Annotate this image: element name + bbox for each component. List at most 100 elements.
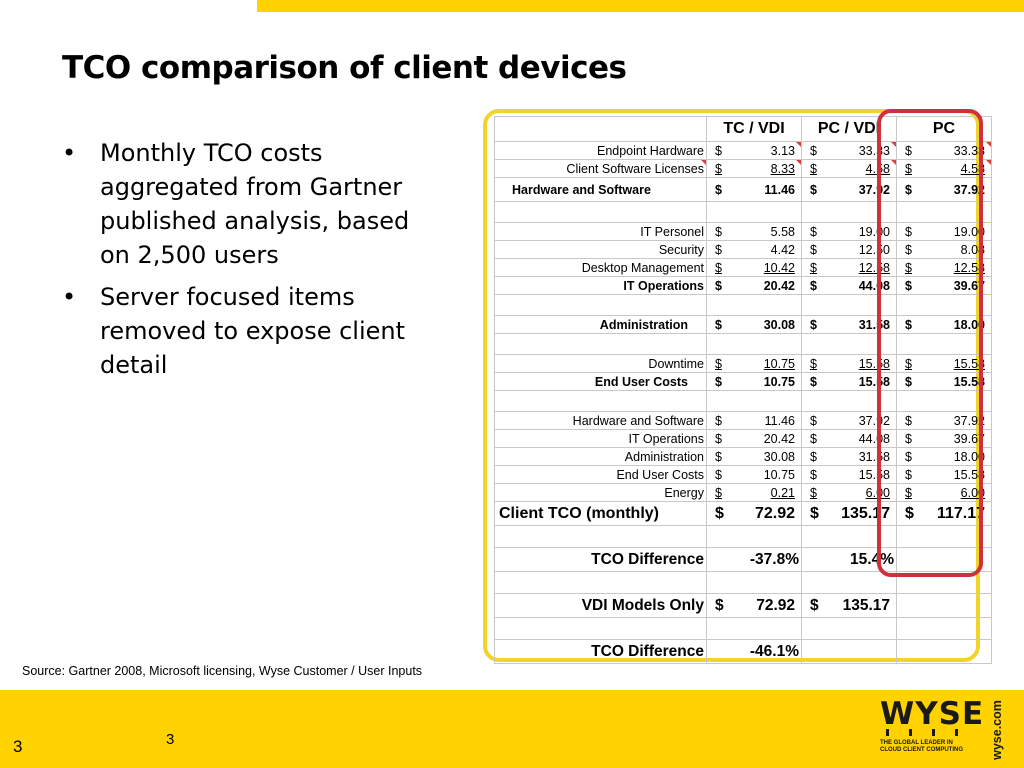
- currency: $: [905, 485, 912, 500]
- currency: $: [715, 260, 722, 275]
- cell-value: 15.58: [858, 356, 890, 371]
- currency: $: [810, 242, 817, 257]
- bullet-dot-icon: •: [62, 139, 77, 167]
- currency: $: [810, 374, 817, 389]
- currency: $: [905, 182, 912, 197]
- currency: $: [715, 485, 722, 500]
- row-label: Administration: [494, 447, 707, 466]
- bullet-text: Server focused items removed to expose c…: [100, 283, 406, 379]
- cell-value: 30.08: [763, 449, 795, 464]
- currency: $: [810, 449, 817, 464]
- cell-value: 37.92: [858, 413, 890, 428]
- cell-value: 135.17: [842, 596, 890, 614]
- row-label: VDI Models Only: [494, 593, 707, 618]
- cell-value: 33.33: [858, 143, 890, 158]
- spacer-row: [494, 617, 992, 640]
- row-label: Client Software Licenses: [494, 159, 707, 178]
- row-label: Hardware and Software: [494, 411, 707, 430]
- row-label: Desktop Management: [494, 258, 707, 277]
- currency: $: [715, 224, 722, 239]
- cell-value: 19.00: [953, 224, 985, 239]
- currency: $: [905, 374, 912, 389]
- cell-value: 15.58: [858, 467, 890, 482]
- table-row: IT Operations $20.42 $44.08 $39.67: [494, 429, 992, 448]
- row-label: Energy: [494, 483, 707, 502]
- currency: $: [810, 182, 817, 197]
- footer-bar: [0, 690, 1024, 768]
- page-number-center: 3: [166, 731, 175, 748]
- row-label: End User Costs: [494, 465, 707, 484]
- source-note: Source: Gartner 2008, Microsoft licensin…: [22, 664, 423, 678]
- logo-wordmark: WYSE: [880, 696, 985, 732]
- currency: $: [810, 413, 817, 428]
- cell-value: 0.21: [770, 485, 795, 500]
- cell-value: 44.08: [858, 278, 890, 293]
- currency: $: [715, 317, 722, 332]
- currency: $: [810, 356, 817, 371]
- spacer-row: [494, 390, 992, 412]
- row-label: IT Personel: [494, 222, 707, 241]
- cell-value: 10.75: [763, 374, 795, 389]
- cell-value: 15.58: [953, 356, 985, 371]
- cell-value: 39.67: [953, 431, 985, 446]
- currency: $: [905, 242, 912, 257]
- cell-value: 4.58: [960, 161, 985, 176]
- cell-value: 19.00: [858, 224, 890, 239]
- cell-value: 33.33: [953, 143, 985, 158]
- currency: $: [905, 413, 912, 428]
- header-tc-vdi: TC / VDI: [706, 116, 802, 142]
- cell-value: 44.08: [858, 431, 890, 446]
- bullet-item: • Server focused items removed to expose …: [60, 280, 440, 382]
- table-row-subtotal: Hardware and Software $11.46 $37.92 $37.…: [494, 177, 992, 202]
- currency: $: [715, 182, 722, 197]
- cell-value: -37.8%: [749, 550, 799, 568]
- row-label: TCO Difference: [494, 547, 707, 572]
- row-label: IT Operations: [494, 429, 707, 448]
- cell-value: 37.92: [858, 182, 890, 197]
- spacer-row: [494, 201, 992, 223]
- currency: $: [810, 224, 817, 239]
- currency: $: [905, 449, 912, 464]
- top-accent-bar: [257, 0, 1024, 12]
- currency: $: [810, 143, 817, 158]
- cell-value: 5.58: [770, 224, 795, 239]
- cell-value: 15.58: [953, 374, 985, 389]
- currency: $: [905, 143, 912, 158]
- currency: $: [905, 431, 912, 446]
- table-row: Hardware and Software $11.46 $37.92 $37.…: [494, 411, 992, 430]
- currency: $: [905, 260, 912, 275]
- page-number: 3: [13, 737, 23, 756]
- row-label: Security: [494, 240, 707, 259]
- table-row: Downtime $10.75 $15.58 $15.58: [494, 354, 992, 373]
- table-row-subtotal: End User Costs $10.75 $15.58 $15.58: [494, 372, 992, 391]
- cell-value: 8.33: [770, 161, 795, 176]
- currency: $: [715, 161, 722, 176]
- currency: $: [715, 449, 722, 464]
- currency: $: [810, 161, 817, 176]
- currency: $: [810, 504, 819, 522]
- cell-value: 37.92: [953, 182, 985, 197]
- wyse-logo: WYSE THE GLOBAL LEADER IN CLOUD CLIENT C…: [880, 696, 985, 767]
- table-row: Energy $0.21 $6.00 $6.00: [494, 483, 992, 502]
- currency: $: [905, 356, 912, 371]
- currency: $: [715, 467, 722, 482]
- cell-value: -46.1%: [749, 642, 799, 660]
- row-label: IT Operations: [494, 276, 707, 295]
- cell-value: 15.58: [953, 467, 985, 482]
- currency: $: [905, 278, 912, 293]
- currency: $: [715, 356, 722, 371]
- bullet-dot-icon: •: [62, 283, 77, 311]
- cell-value: 10.75: [763, 467, 795, 482]
- currency: $: [715, 278, 722, 293]
- currency: $: [715, 431, 722, 446]
- cell-value: 12.58: [858, 260, 890, 275]
- currency: $: [905, 504, 914, 522]
- currency: $: [715, 413, 722, 428]
- bullet-text: Monthly TCO costs aggregated from Gartne…: [100, 139, 410, 269]
- currency: $: [715, 504, 724, 522]
- cell-value: 18.00: [953, 317, 985, 332]
- cell-value: 20.42: [763, 278, 795, 293]
- cell-value: 10.75: [763, 356, 795, 371]
- row-label: Hardware and Software: [494, 177, 707, 202]
- currency: $: [810, 278, 817, 293]
